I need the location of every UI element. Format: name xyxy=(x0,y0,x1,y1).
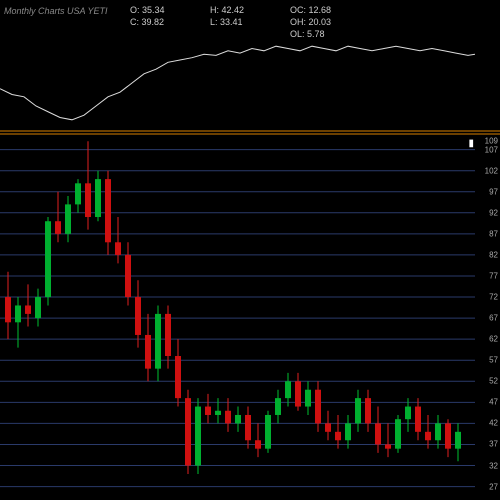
y-axis-label: 77 xyxy=(489,271,498,280)
y-axis-label: 92 xyxy=(489,208,498,217)
y-axis-label: 32 xyxy=(489,461,498,470)
y-axis-label: 62 xyxy=(489,335,498,344)
price-marker-icon: ▮ xyxy=(468,138,474,149)
y-axis: 27 32 37 42 47 52 57 62 67 72 77 82 87 92 97 102 107109 xyxy=(475,137,500,495)
y-axis-label: 42 xyxy=(489,419,498,428)
y-axis-label: 102 xyxy=(485,166,498,175)
y-axis-label: 72 xyxy=(489,293,498,302)
candlestick-chart xyxy=(0,137,475,495)
y-axis-label: 82 xyxy=(489,250,498,259)
y-axis-label: 109 xyxy=(485,137,498,146)
y-axis-label: 47 xyxy=(489,398,498,407)
y-axis-label: 67 xyxy=(489,314,498,323)
y-axis-label: 87 xyxy=(489,229,498,238)
y-axis-label: 97 xyxy=(489,187,498,196)
y-axis-label: 37 xyxy=(489,440,498,449)
y-axis-label: 57 xyxy=(489,356,498,365)
y-axis-label: 107 xyxy=(485,145,498,154)
y-axis-label: 52 xyxy=(489,377,498,386)
chart-separator xyxy=(0,130,500,133)
y-axis-label: 27 xyxy=(489,482,498,491)
line-chart xyxy=(0,14,475,129)
